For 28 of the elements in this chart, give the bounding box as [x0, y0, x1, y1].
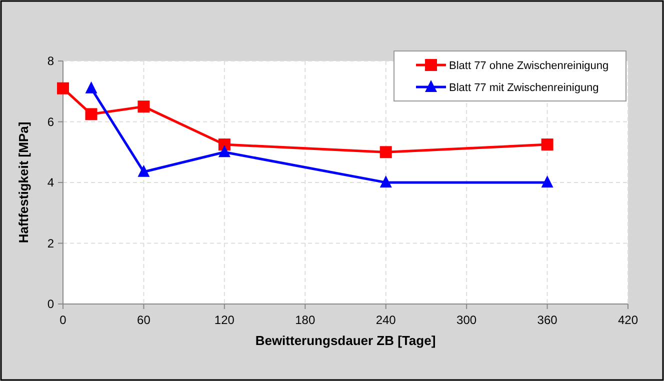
y-tick-label: 0 — [47, 297, 54, 311]
x-tick-label: 120 — [214, 313, 235, 327]
legend-label: Blatt 77 mit Zwischenreinigung — [449, 82, 599, 94]
point — [541, 176, 554, 188]
x-tick-label: 300 — [456, 313, 477, 327]
point — [85, 108, 98, 120]
x-axis-title: Bewitterungsdauer ZB [Tage] — [255, 333, 436, 348]
x-tick-label: 180 — [295, 313, 316, 327]
x-tick-label: 240 — [376, 313, 396, 327]
point — [380, 146, 392, 158]
y-tick-label: 8 — [47, 54, 54, 68]
y-axis-title: Haftfestigkeit [MPa] — [16, 122, 31, 244]
point — [138, 100, 150, 113]
y-tick-label: 6 — [47, 114, 54, 129]
x-tick-label: 360 — [537, 313, 558, 327]
x-tick-label: 420 — [618, 313, 638, 327]
y-tick-label: 4 — [47, 176, 54, 190]
y-tick-label: 2 — [47, 236, 54, 250]
legend-label: Blatt 77 ohne Zwischenreinigung — [449, 60, 609, 72]
x-tick-label: 0 — [60, 313, 67, 327]
point — [85, 81, 98, 94]
point — [218, 145, 230, 158]
point — [380, 176, 392, 188]
point — [57, 82, 69, 94]
point — [541, 138, 554, 151]
point — [138, 164, 150, 177]
point — [218, 138, 230, 151]
x-tick-label: 60 — [137, 313, 151, 327]
